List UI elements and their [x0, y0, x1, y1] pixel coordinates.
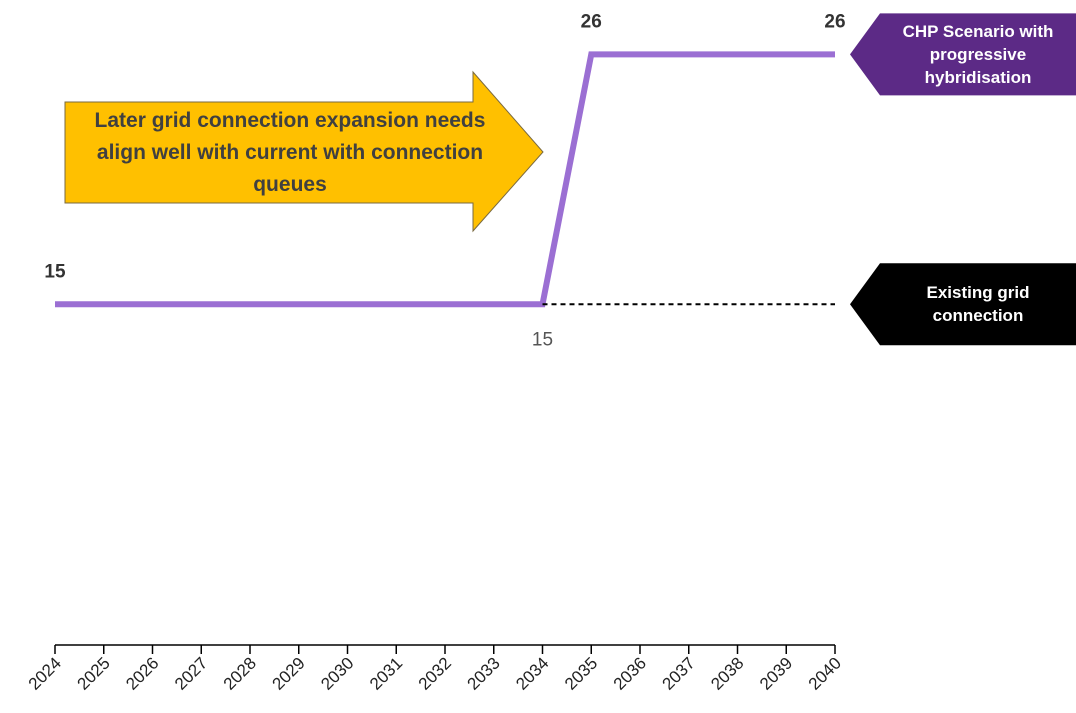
- annotation-arrow: [64, 70, 544, 233]
- x-tick-label: 2034: [512, 654, 552, 694]
- x-tick-label: 2026: [122, 654, 162, 694]
- data-label: 26: [581, 11, 602, 32]
- x-tick-label: 2036: [610, 654, 650, 694]
- x-tick-label: 2039: [756, 654, 796, 694]
- x-tick-label: 2037: [659, 654, 699, 694]
- x-tick-label: 2027: [171, 654, 211, 694]
- data-label: 15: [44, 261, 66, 282]
- legend-label: CHP Scenario with progressive hybridisat…: [902, 21, 1054, 87]
- x-tick-label: 2029: [269, 654, 309, 694]
- x-tick-label: 2032: [415, 654, 455, 694]
- x-tick-label: 2033: [464, 654, 504, 694]
- legend-tag: [850, 263, 1076, 346]
- x-tick-label: 2028: [220, 654, 260, 694]
- x-tick-label: 2030: [317, 654, 357, 694]
- legend-label: Existing grid connection: [926, 283, 1030, 326]
- x-tick-label: 2031: [366, 654, 406, 694]
- series-line: [55, 51, 835, 308]
- x-tick-label: 2040: [805, 654, 845, 694]
- legend-tag: [850, 13, 1076, 96]
- x-tick-label: 2035: [561, 654, 601, 694]
- data-label: 26: [824, 11, 845, 32]
- data-label: 15: [532, 329, 553, 350]
- x-tick-label: 2025: [74, 654, 114, 694]
- annotation: Later grid connection expansion needs al…: [94, 108, 486, 196]
- x-tick-label: 2038: [707, 654, 747, 694]
- x-tick-label: 2024: [25, 654, 65, 694]
